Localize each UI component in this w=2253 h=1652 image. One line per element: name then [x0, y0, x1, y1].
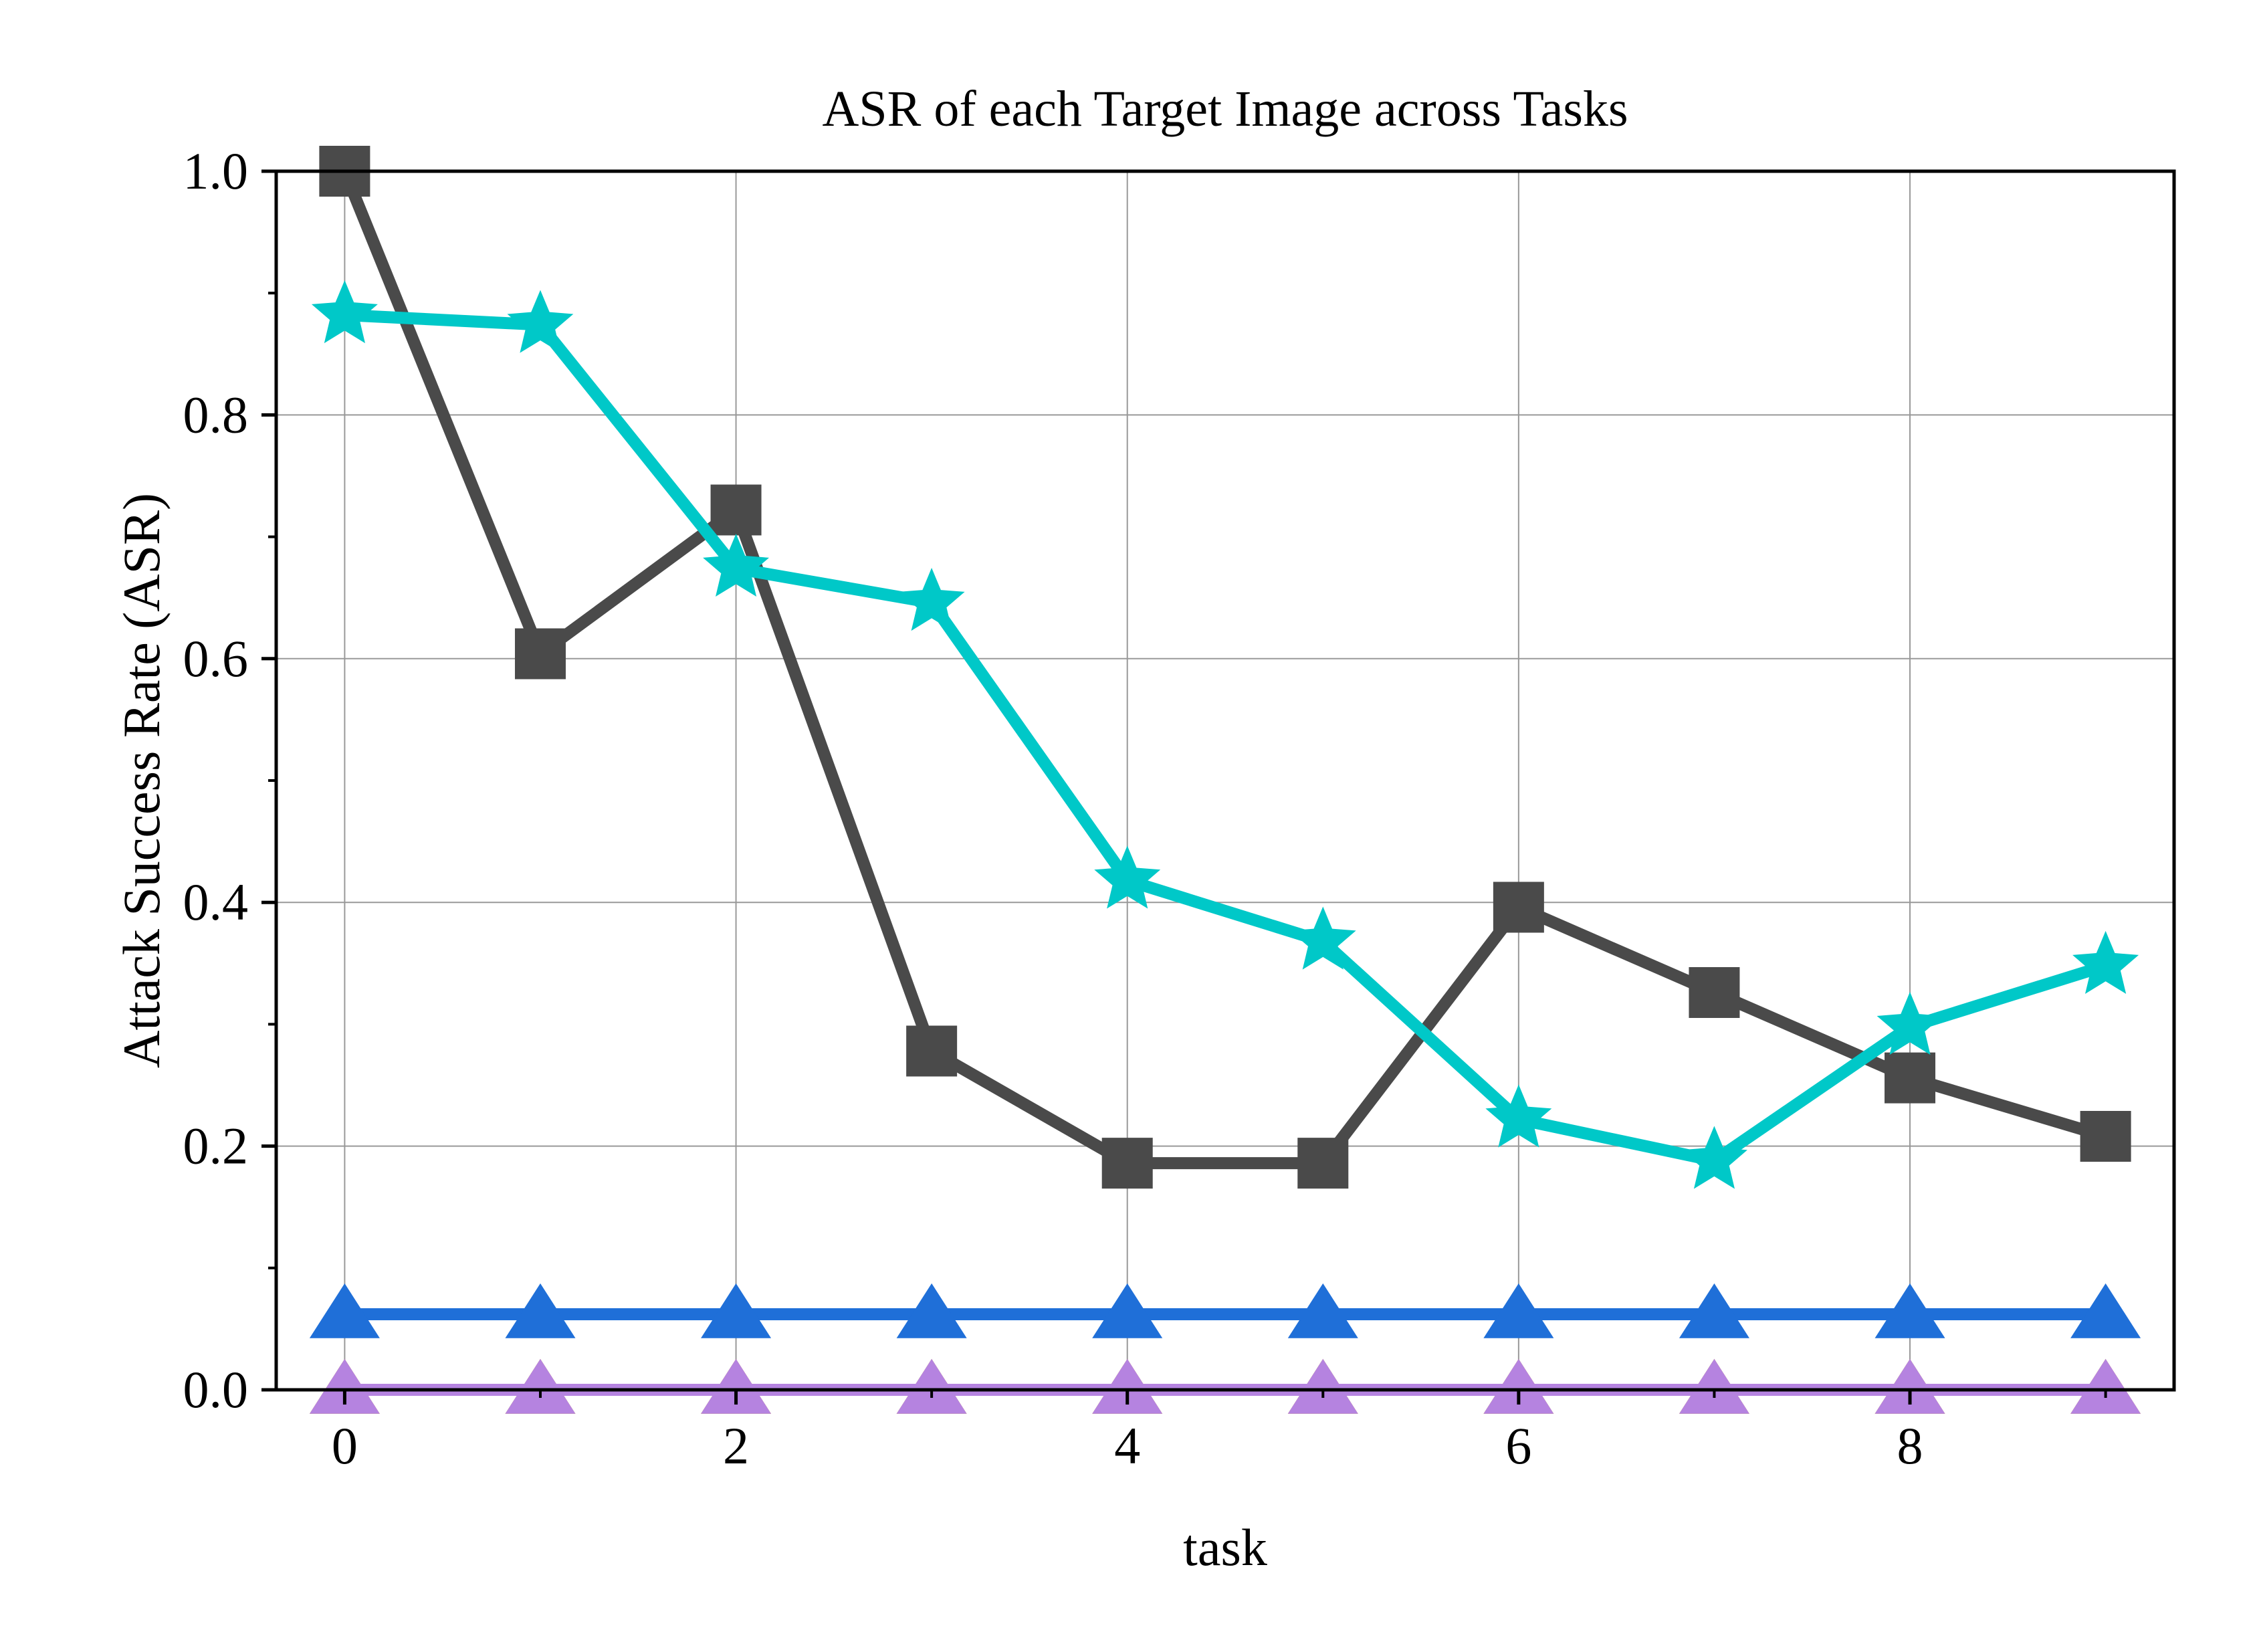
data-point-triangle: [309, 1358, 380, 1414]
data-point-square: [514, 628, 566, 680]
data-point-square: [1101, 1138, 1153, 1189]
data-point-triangle: [309, 1283, 380, 1338]
y-tick-label: 0.6: [183, 629, 249, 688]
data-point-triangle: [1874, 1283, 1945, 1338]
data-point-triangle: [896, 1283, 967, 1338]
x-tick-label: 0: [332, 1417, 358, 1475]
data-point-star: [898, 568, 965, 631]
x-tick-label: 6: [1505, 1417, 1531, 1475]
y-axis-label: Attack Success Rate (ASR): [112, 493, 171, 1068]
data-point-triangle: [701, 1283, 772, 1338]
data-point-star: [311, 280, 378, 344]
x-tick-label: 2: [723, 1417, 749, 1475]
data-point-star: [1094, 845, 1161, 909]
y-tick-label: 0.2: [183, 1117, 249, 1175]
data-point-triangle: [701, 1358, 772, 1414]
data-point-triangle: [2070, 1358, 2141, 1414]
data-point-triangle: [1092, 1283, 1163, 1338]
data-point-star: [1681, 1126, 1747, 1189]
data-point-star: [2072, 930, 2139, 994]
data-point-triangle: [505, 1283, 576, 1338]
data-point-star: [1876, 992, 1943, 1055]
data-point-star: [507, 290, 574, 353]
x-axis-label: task: [1183, 1518, 1267, 1576]
data-point-triangle: [505, 1358, 576, 1414]
data-point-square: [1689, 967, 1740, 1019]
series-2: [309, 1283, 2141, 1338]
data-point-triangle: [1874, 1358, 1945, 1414]
series-3: [319, 146, 2131, 1189]
data-point-triangle: [896, 1358, 967, 1414]
series-line: [339, 169, 2108, 1170]
data-point-triangle: [2070, 1283, 2141, 1338]
data-point-triangle: [1483, 1283, 1554, 1338]
data-point-square: [906, 1025, 958, 1077]
data-point-star: [1485, 1084, 1552, 1148]
ticks: 0 2 4 6 8 0.0 0.2 0.4 0.6 0.8 1.0: [183, 142, 2107, 1475]
series-4: [311, 280, 2139, 1189]
data-point-square: [1885, 1052, 1936, 1104]
data-point-star: [703, 534, 769, 597]
x-tick-label: 8: [1897, 1417, 1923, 1475]
data-point-square: [2080, 1111, 2131, 1162]
y-tick-label: 0.0: [183, 1360, 249, 1419]
data-point-triangle: [1483, 1358, 1554, 1414]
y-tick-label: 1.0: [183, 142, 249, 200]
data-point-triangle: [1092, 1358, 1163, 1414]
data-point-triangle: [1679, 1283, 1749, 1338]
y-tick-label: 0.8: [183, 385, 249, 443]
data-point-triangle: [1287, 1358, 1358, 1414]
data-point-square: [710, 484, 762, 536]
y-tick-label: 0.4: [183, 873, 249, 931]
data-point-square: [1493, 882, 1544, 933]
series-layer: [309, 146, 2141, 1414]
x-tick-label: 4: [1114, 1417, 1140, 1475]
data-point-triangle: [1287, 1283, 1358, 1338]
chart-title: ASR of each Target Image across Tasks: [822, 81, 1628, 137]
data-point-triangle: [1679, 1358, 1749, 1414]
data-point-star: [1289, 906, 1356, 970]
series-line: [344, 309, 2108, 1167]
data-point-square: [1297, 1138, 1349, 1189]
